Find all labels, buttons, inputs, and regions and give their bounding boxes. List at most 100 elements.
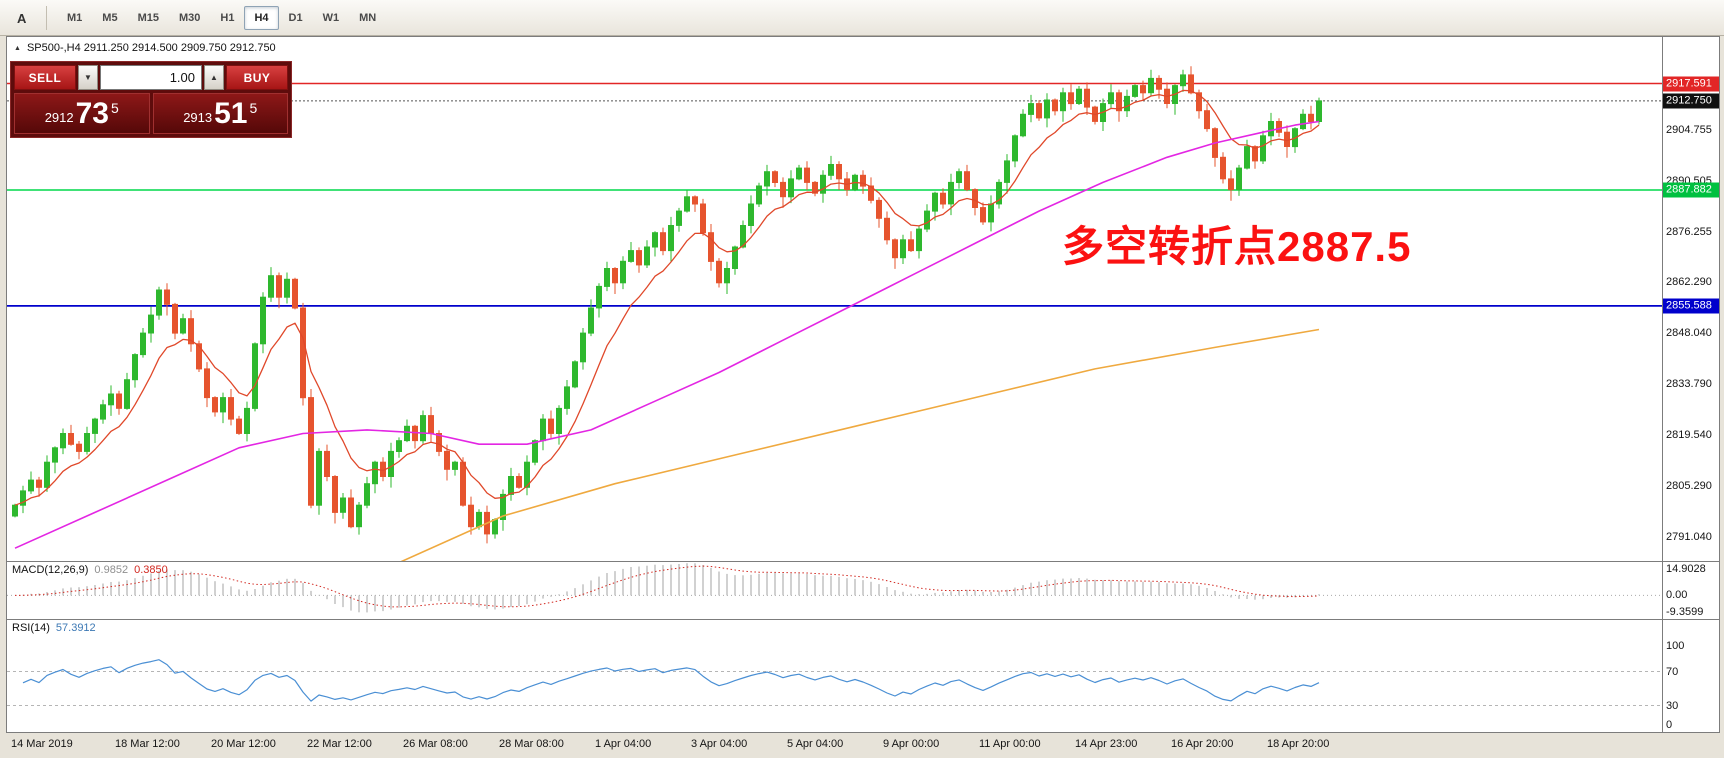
macd-value: 0.9852 <box>94 564 129 576</box>
price-badge: 2917.591 <box>1663 76 1719 91</box>
macd-signal-line <box>14 565 1320 608</box>
price-tick: 2848.040 <box>1666 326 1712 339</box>
time-axis[interactable]: 14 Mar 2019 18 Mar 12:00 20 Mar 12:00 22 Ma… <box>7 733 1724 758</box>
timeframe-m30[interactable]: M30 <box>169 6 210 30</box>
timeframe-mn[interactable]: MN <box>349 6 386 30</box>
rsi-axis[interactable]: 100 70 30 0 <box>1662 620 1719 732</box>
time-label: 5 Apr 04:00 <box>787 738 844 750</box>
macd-tick: 0.00 <box>1666 589 1688 602</box>
timeframe-m15[interactable]: M15 <box>128 6 169 30</box>
price-axis[interactable]: 2917.591 2912.750 2887.882 2855.588 2904.755… <box>1662 37 1719 561</box>
macd-plot[interactable]: MACD(12,26,9) 0.9852 0.3850 <box>7 562 1662 619</box>
macd-signal-value: 0.3850 <box>134 564 168 576</box>
ask-point: 5 <box>249 100 258 116</box>
volume-down-button[interactable]: ▼ <box>78 65 98 90</box>
rsi-line <box>22 659 1320 702</box>
time-label: 22 Mar 12:00 <box>307 738 372 750</box>
time-label: 20 Mar 12:00 <box>211 738 276 750</box>
buy-price-tile[interactable]: 2913 51 5 <box>152 93 288 134</box>
price-tick: 2791.040 <box>1666 531 1712 544</box>
bid-point: 5 <box>111 100 119 116</box>
time-label: 18 Apr 20:00 <box>1267 738 1330 750</box>
rsi-panel: RSI(14) 57.3912 100 70 30 0 <box>7 619 1719 732</box>
volume-input[interactable] <box>100 65 202 90</box>
chart-window: ▲ SP500-,H4 2911.250 2914.500 2909.750 2… <box>6 36 1720 733</box>
timeframe-d1[interactable]: D1 <box>279 6 313 30</box>
annotation-text: 多空转折点2887.5 <box>1062 223 1412 270</box>
candles <box>12 66 1322 544</box>
time-label: 26 Mar 08:00 <box>403 738 468 750</box>
price-tick: 2862.290 <box>1666 275 1712 288</box>
moving-averages <box>14 89 1320 561</box>
chevron-up-icon: ▲ <box>210 73 218 82</box>
time-label: 14 Apr 23:00 <box>1075 738 1138 750</box>
rsi-title: RSI(14) <box>12 622 50 634</box>
macd-canvas <box>7 563 1662 613</box>
timeframe-button-group: M1 M5 M15 M30 H1 H4 D1 W1 MN <box>57 5 386 30</box>
trade-panel-prices: 2912 73 5 2913 51 5 <box>14 93 288 134</box>
volume-up-button[interactable]: ▲ <box>204 65 224 90</box>
indicators-icon-glyph: F <box>27 0 32 2</box>
time-label: 16 Apr 20:00 <box>1171 738 1234 750</box>
time-label: 1 Apr 04:00 <box>595 738 652 750</box>
timeframe-w1[interactable]: W1 <box>313 6 350 30</box>
indicators-icon[interactable]: F <box>8 0 36 5</box>
rsi-tick: 0 <box>1666 719 1673 731</box>
label-a-icon[interactable]: A <box>8 5 36 31</box>
symbol-header: ▲ SP500-,H4 2911.250 2914.500 2909.750 2… <box>14 42 276 54</box>
price-tick: 2805.290 <box>1666 480 1712 493</box>
macd-histogram <box>22 563 1320 613</box>
rsi-canvas <box>7 659 1662 706</box>
one-click-trading-panel: SELL ▼ ▲ BUY 2912 73 <box>10 61 292 138</box>
time-label: 11 Apr 00:00 <box>979 738 1041 750</box>
time-label: 14 Mar 2019 <box>11 738 73 750</box>
time-label: 28 Mar 08:00 <box>499 738 564 750</box>
svg-text:A: A <box>17 11 27 26</box>
rsi-tick: 70 <box>1666 665 1679 678</box>
bid-pips: 73 <box>75 97 109 130</box>
rsi-tick: 30 <box>1666 699 1679 712</box>
price-tick: 2819.540 <box>1666 429 1712 442</box>
symbol-ohlc-text: SP500-,H4 2911.250 2914.500 2909.750 291… <box>26 42 276 54</box>
macd-title: MACD(12,26,9) <box>12 564 89 576</box>
ask-pips: 51 <box>214 97 248 130</box>
time-label: 3 Apr 04:00 <box>691 738 748 750</box>
svg-text:F: F <box>27 0 32 2</box>
ask-prefix: 2913 <box>183 110 213 125</box>
sell-price-tile[interactable]: 2912 73 5 <box>14 93 150 134</box>
buy-button[interactable]: BUY <box>226 65 288 90</box>
label-a-icon-glyph: A <box>17 11 27 26</box>
candlestick-chart-canvas <box>7 66 1662 561</box>
macd-axis[interactable]: 14.9028 0.00 -9.3599 <box>1662 562 1719 619</box>
bid-prefix: 2912 <box>44 110 74 125</box>
rsi-plot[interactable]: RSI(14) 57.3912 <box>7 620 1662 732</box>
macd-label: MACD(12,26,9) 0.9852 0.3850 <box>12 564 174 576</box>
macd-tick: -9.3599 <box>1666 606 1704 618</box>
price-badge: 2855.588 <box>1663 298 1719 314</box>
rsi-label: RSI(14) 57.3912 <box>12 622 102 634</box>
price-tick: 2904.755 <box>1666 123 1712 136</box>
toolbar-separator <box>46 5 47 30</box>
timeframe-h4[interactable]: H4 <box>244 5 279 30</box>
macd-panel: MACD(12,26,9) 0.9852 0.3850 14.9028 0.00 -9.… <box>7 561 1719 619</box>
timeframe-h1[interactable]: H1 <box>210 6 244 30</box>
price-badge: 2912.750 <box>1663 93 1719 109</box>
timeframe-m1[interactable]: M1 <box>57 6 92 30</box>
rsi-tick: 100 <box>1666 640 1685 652</box>
time-label: 18 Mar 12:00 <box>115 738 180 750</box>
trade-panel-controls: SELL ▼ ▲ BUY <box>14 65 288 90</box>
price-badge: 2887.882 <box>1663 182 1719 198</box>
sell-button[interactable]: SELL <box>14 65 76 90</box>
price-tick: 2876.255 <box>1666 225 1712 238</box>
main-chart-plot[interactable]: ▲ SP500-,H4 2911.250 2914.500 2909.750 2… <box>7 37 1662 561</box>
timeframe-m5[interactable]: M5 <box>92 6 127 30</box>
price-tick: 2833.790 <box>1666 378 1712 391</box>
collapse-triangle-icon[interactable]: ▲ <box>14 44 21 52</box>
main-chart-panel: ▲ SP500-,H4 2911.250 2914.500 2909.750 2… <box>7 37 1719 561</box>
macd-tick: 14.9028 <box>1666 563 1706 575</box>
chevron-down-icon: ▼ <box>84 73 92 82</box>
rsi-value: 57.3912 <box>55 622 96 634</box>
time-label: 9 Apr 00:00 <box>883 738 940 750</box>
